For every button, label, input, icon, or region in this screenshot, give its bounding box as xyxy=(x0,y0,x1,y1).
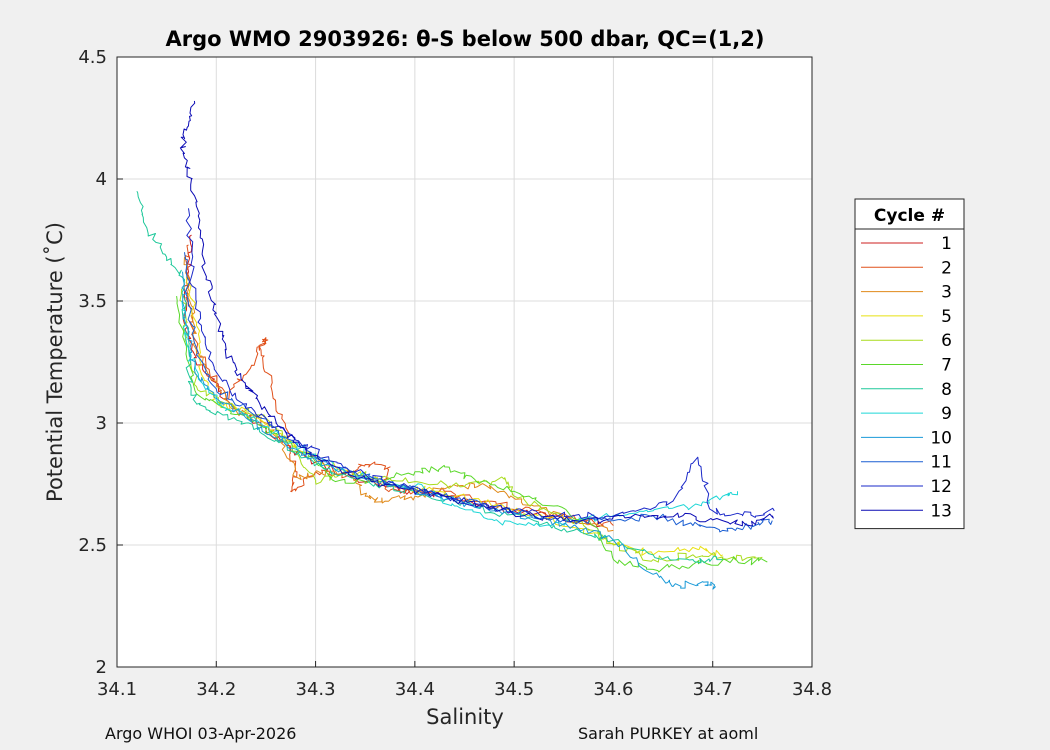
legend-entry-label: 13 xyxy=(930,501,952,521)
legend-entry-label: 11 xyxy=(930,453,952,473)
legend-entry-label: 1 xyxy=(941,234,952,254)
legend-entry-label: 6 xyxy=(941,331,952,351)
series-line-cycle-6 xyxy=(179,288,763,563)
legend-entry-label: 8 xyxy=(941,380,952,400)
x-tick-label: 34.2 xyxy=(196,679,236,700)
plot-frame xyxy=(116,56,813,668)
series-line-cycle-10 xyxy=(181,271,717,590)
series-line-cycle-7 xyxy=(176,296,768,573)
y-tick-label: 2 xyxy=(96,657,107,678)
x-tick-label: 34.4 xyxy=(395,679,435,700)
footer-credit-left: Argo WHOI 03-Apr-2026 xyxy=(105,724,297,743)
x-tick-label: 34.5 xyxy=(494,679,534,700)
y-tick-label: 3.5 xyxy=(78,291,107,312)
legend-entry-label: 9 xyxy=(941,404,952,424)
legend-entry-label: 7 xyxy=(941,356,952,376)
chart-title: Argo WMO 2903926: θ-S below 500 dbar, QC… xyxy=(166,27,765,51)
series-line-cycle-11 xyxy=(184,252,773,533)
legend-entry-label: 12 xyxy=(930,477,952,497)
legend-box xyxy=(854,198,965,530)
legend-entry-label: 2 xyxy=(941,258,952,278)
x-axis-label: Salinity xyxy=(426,705,504,729)
series-group xyxy=(136,100,775,590)
legend-entry-label: 5 xyxy=(941,307,952,327)
y-axis-label: Potential Temperature (˚C) xyxy=(43,222,67,502)
legend-title: Cycle # xyxy=(874,206,945,226)
y-tick-label: 2.5 xyxy=(78,535,107,556)
footer-credit-right: Sarah PURKEY at aoml xyxy=(578,724,759,743)
x-tick-label: 34.8 xyxy=(792,679,832,700)
x-tick-label: 34.1 xyxy=(97,679,137,700)
plot-area xyxy=(117,57,812,667)
axis-ticks: 34.1 34.2 34.3 34.4 34.5 34.6 34.7 34.8 2 2.5 3 3.5… xyxy=(78,47,832,700)
x-tick-label: 34.6 xyxy=(593,679,633,700)
y-tick-label: 3 xyxy=(96,413,107,434)
y-tick-label: 4 xyxy=(96,169,107,190)
legend-entry-label: 3 xyxy=(941,283,952,303)
x-tick-label: 34.7 xyxy=(693,679,733,700)
x-tick-label: 34.3 xyxy=(296,679,336,700)
series-line-cycle-13 xyxy=(179,100,774,527)
legend-entry-label: 10 xyxy=(930,428,952,448)
series-line-cycle-8 xyxy=(136,190,723,564)
y-tick-label: 4.5 xyxy=(78,47,107,68)
